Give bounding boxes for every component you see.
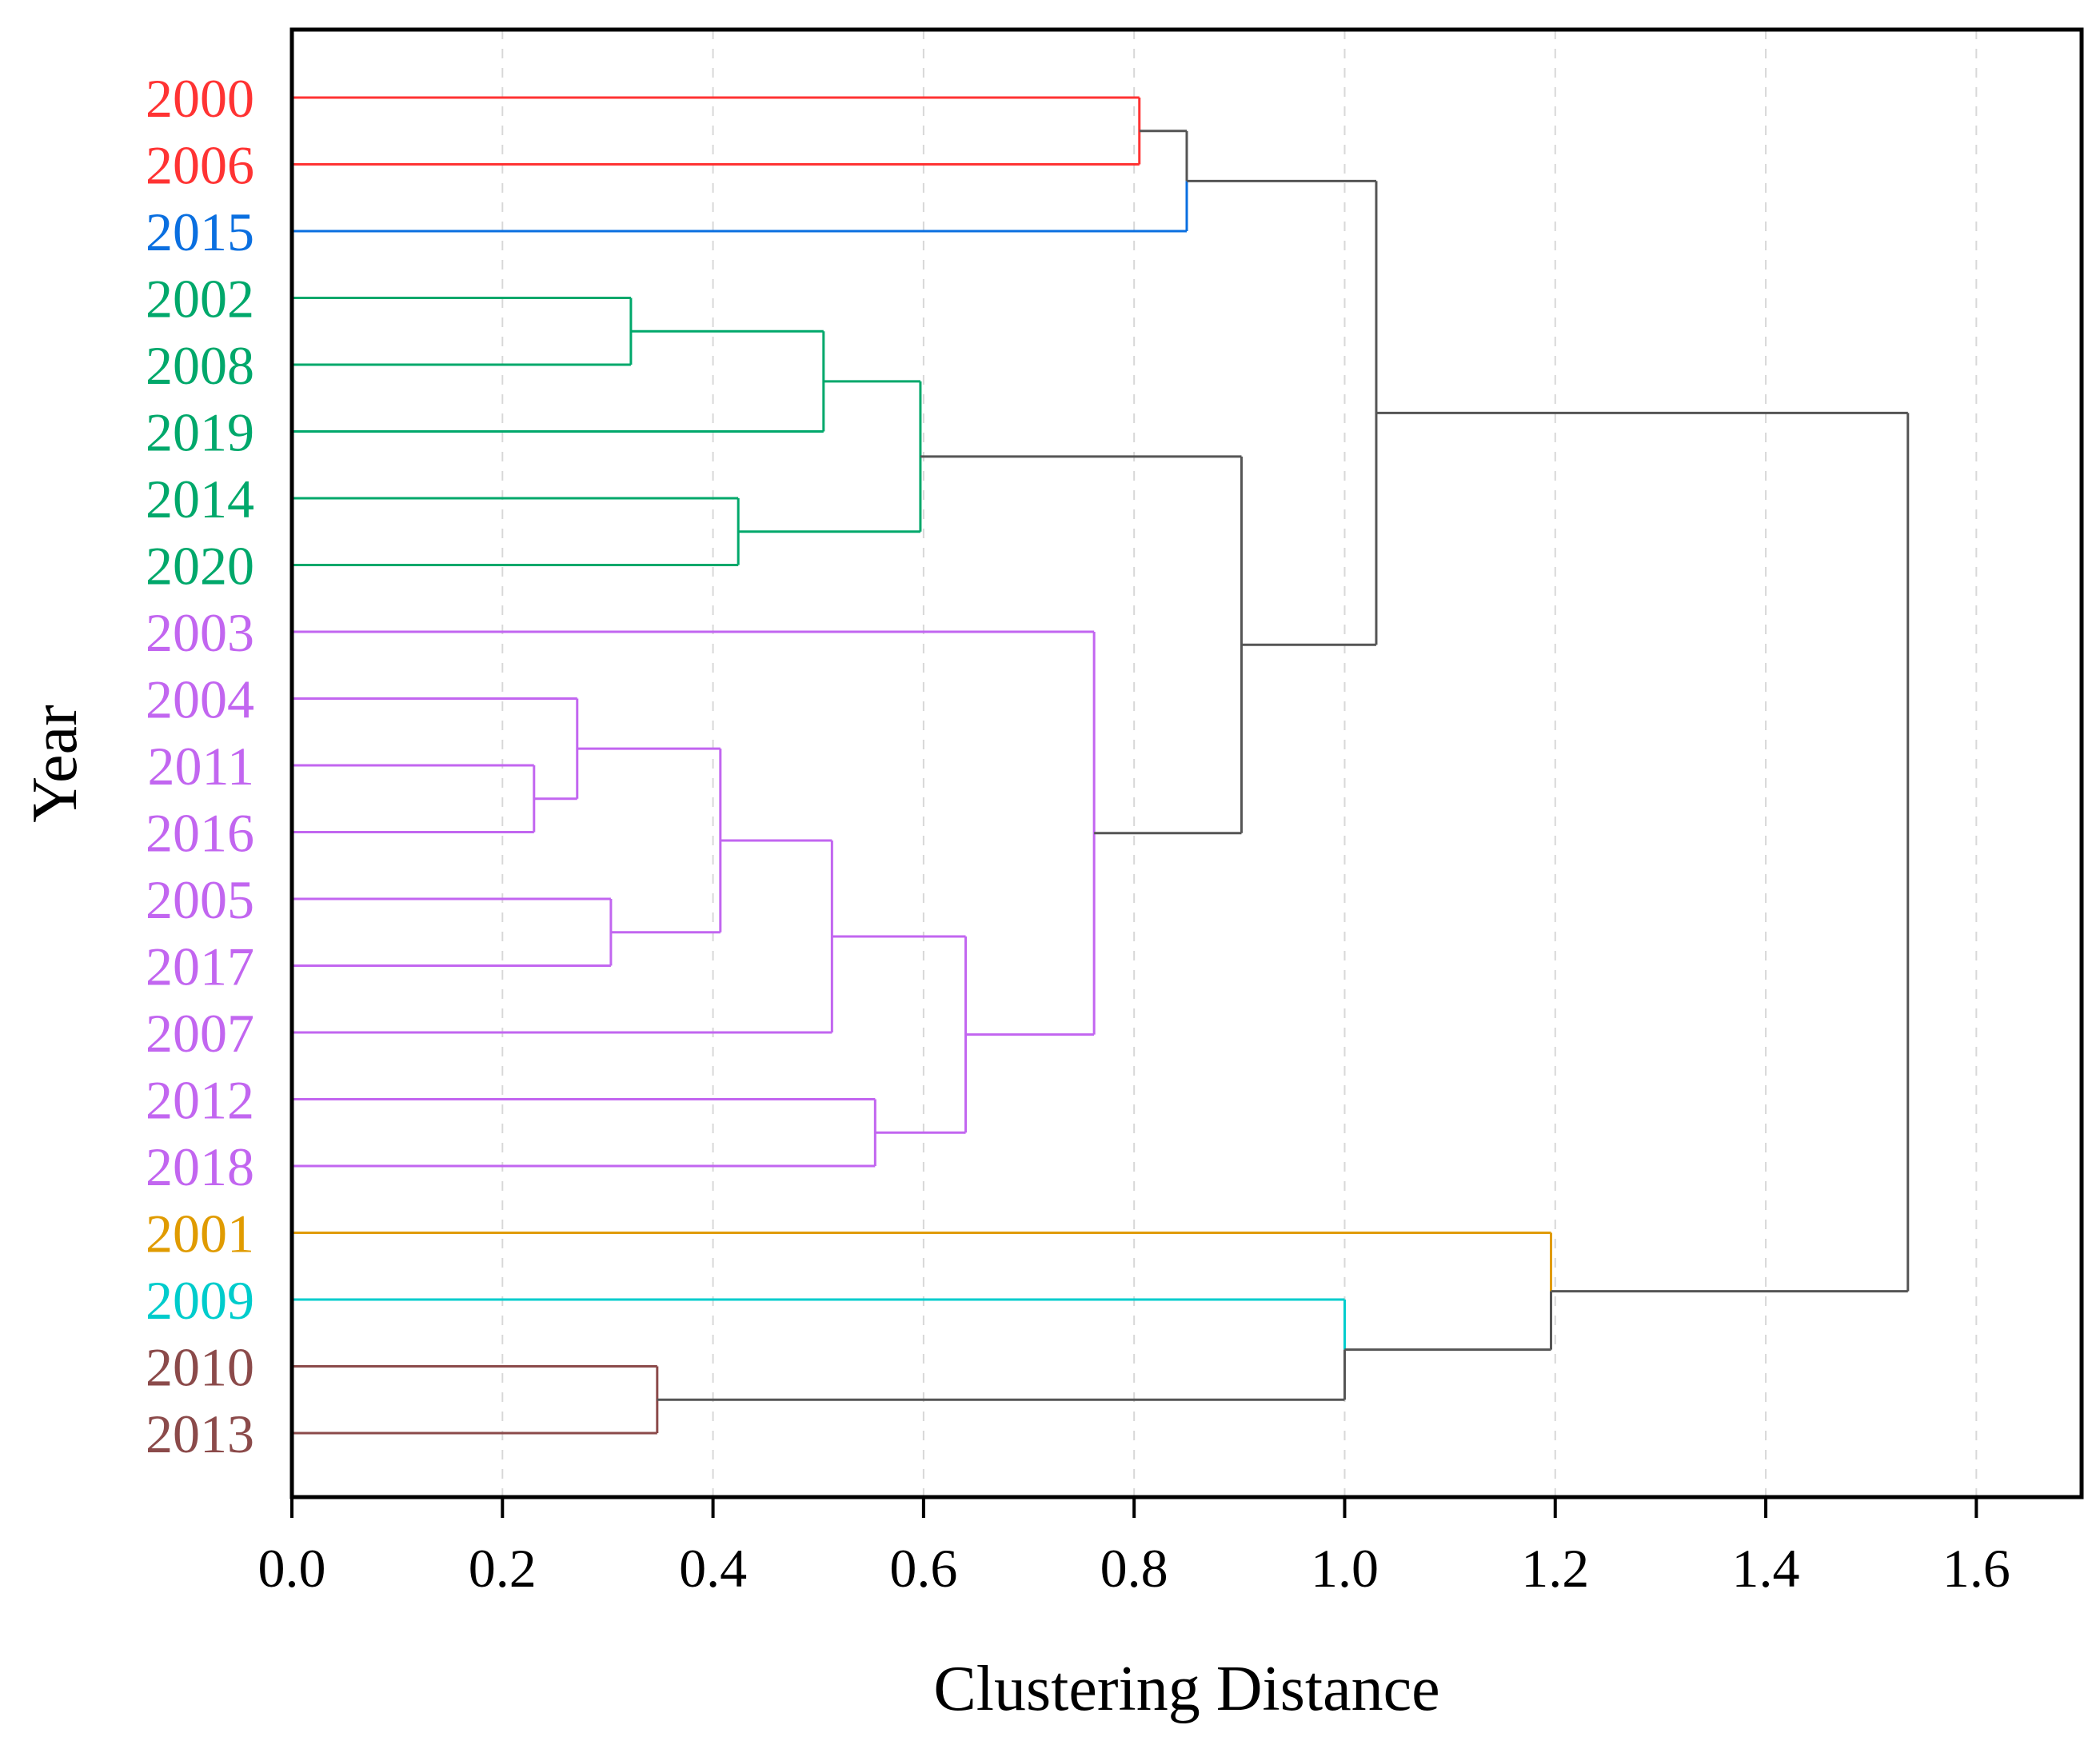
x-tick-label: 1.0 (1311, 1538, 1379, 1599)
leaf-label: 2008 (146, 335, 254, 396)
x-tick-label: 1.6 (1942, 1538, 2010, 1599)
leaf-label: 2011 (148, 736, 254, 797)
leaf-label: 2017 (146, 936, 254, 997)
grid-lines (501, 30, 1978, 1497)
x-tick-label: 1.4 (1732, 1538, 1800, 1599)
leaf-label: 2002 (146, 269, 254, 329)
x-tick-label: 0.6 (889, 1538, 957, 1599)
y-axis-title: Year (20, 705, 90, 822)
leaf-label: 2009 (146, 1270, 254, 1331)
leaf-label: 2000 (146, 68, 254, 129)
x-tick-label: 0.8 (1100, 1538, 1168, 1599)
x-tick-label: 0.4 (679, 1538, 747, 1599)
leaf-label: 2004 (146, 669, 254, 730)
dendrogram-links (292, 96, 1910, 1435)
x-tick-label: 0.2 (469, 1538, 537, 1599)
leaf-label: 2020 (146, 536, 254, 597)
x-axis-title: Clustering Distance (933, 1654, 1439, 1724)
plot-frame (289, 27, 2084, 1499)
leaf-label: 2005 (146, 869, 254, 930)
leaf-label: 2007 (146, 1003, 254, 1064)
leaf-label: 2015 (146, 202, 254, 262)
leaf-label: 2016 (146, 803, 254, 864)
x-tick-label: 0.0 (258, 1538, 326, 1599)
leaf-label: 2013 (146, 1404, 254, 1464)
leaf-label: 2019 (146, 402, 254, 463)
leaf-label: 2014 (146, 469, 254, 529)
leaf-label: 2012 (146, 1070, 254, 1131)
x-tick-label: 1.2 (1521, 1538, 1589, 1599)
leaf-label: 2001 (146, 1204, 254, 1264)
x-axis-ticks: 0.0 0.2 0.4 0.6 0.8 1.0 1.2 1.4 1.6 (258, 1497, 2010, 1599)
leaf-label: 2003 (146, 602, 254, 663)
leaf-label: 2006 (146, 135, 254, 196)
leaf-label: 2018 (146, 1136, 254, 1197)
leaf-label: 2010 (146, 1337, 254, 1398)
